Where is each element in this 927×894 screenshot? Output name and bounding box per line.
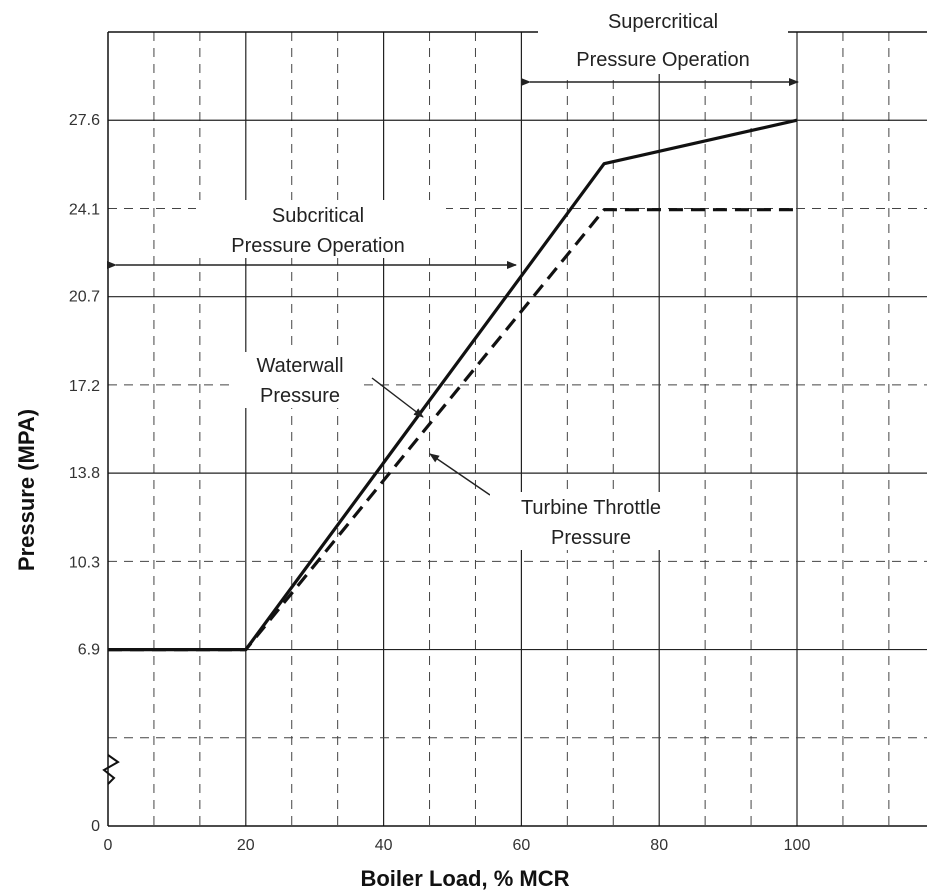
x-axis-title: Boiler Load, % MCR <box>360 866 569 891</box>
y-tick-label: 0 <box>91 818 100 835</box>
subcritical-label-line1: Subcritical <box>272 205 364 227</box>
supercritical-label-line2: Pressure Operation <box>576 49 749 71</box>
y-tick-label: 13.8 <box>69 465 100 482</box>
y-tick-label: 17.2 <box>69 378 100 395</box>
waterwall-label-line2: Pressure <box>260 385 340 407</box>
y-tick-label: 6.9 <box>78 642 100 659</box>
y-tick-label: 24.1 <box>69 202 100 219</box>
plot-frame <box>107 31 927 827</box>
y-tick-label: 27.6 <box>69 112 100 129</box>
throttle-label-line2: Pressure <box>551 527 631 549</box>
throttle-pointer-arrow <box>429 453 491 496</box>
y-tick-label: 10.3 <box>69 555 100 572</box>
waterwall-label: Waterwall Pressure <box>236 352 364 408</box>
y-tick-label: 20.7 <box>69 289 100 306</box>
throttle-label: Turbine Throttle Pressure <box>490 492 696 550</box>
supercritical-label-line1: Supercritical <box>608 11 718 33</box>
x-tick-label: 100 <box>784 837 811 854</box>
tick-labels: 0 20 40 60 80 100 0 6.9 10.3 13.8 17.2 20.7 24.1 27.6 <box>69 112 811 854</box>
x-tick-label: 40 <box>375 837 393 854</box>
waterwall-label-line1: Waterwall <box>256 355 343 377</box>
x-tick-label: 60 <box>513 837 531 854</box>
turbine-throttle-pressure-line <box>108 208 797 652</box>
y-axis-break <box>102 754 120 785</box>
throttle-label-line1: Turbine Throttle <box>521 497 661 519</box>
y-axis-title: Pressure (MPA) <box>14 409 39 571</box>
series <box>108 118 798 652</box>
subcritical-label-line2: Pressure Operation <box>231 235 404 257</box>
x-tick-label: 0 <box>104 837 113 854</box>
waterwall-pointer-arrow <box>371 377 424 418</box>
supercritical-label: Supercritical Pressure Operation <box>538 8 788 74</box>
x-tick-label: 20 <box>237 837 255 854</box>
subcritical-label: Subcritical Pressure Operation <box>196 200 446 258</box>
grid <box>108 31 927 826</box>
x-tick-label: 80 <box>650 837 668 854</box>
